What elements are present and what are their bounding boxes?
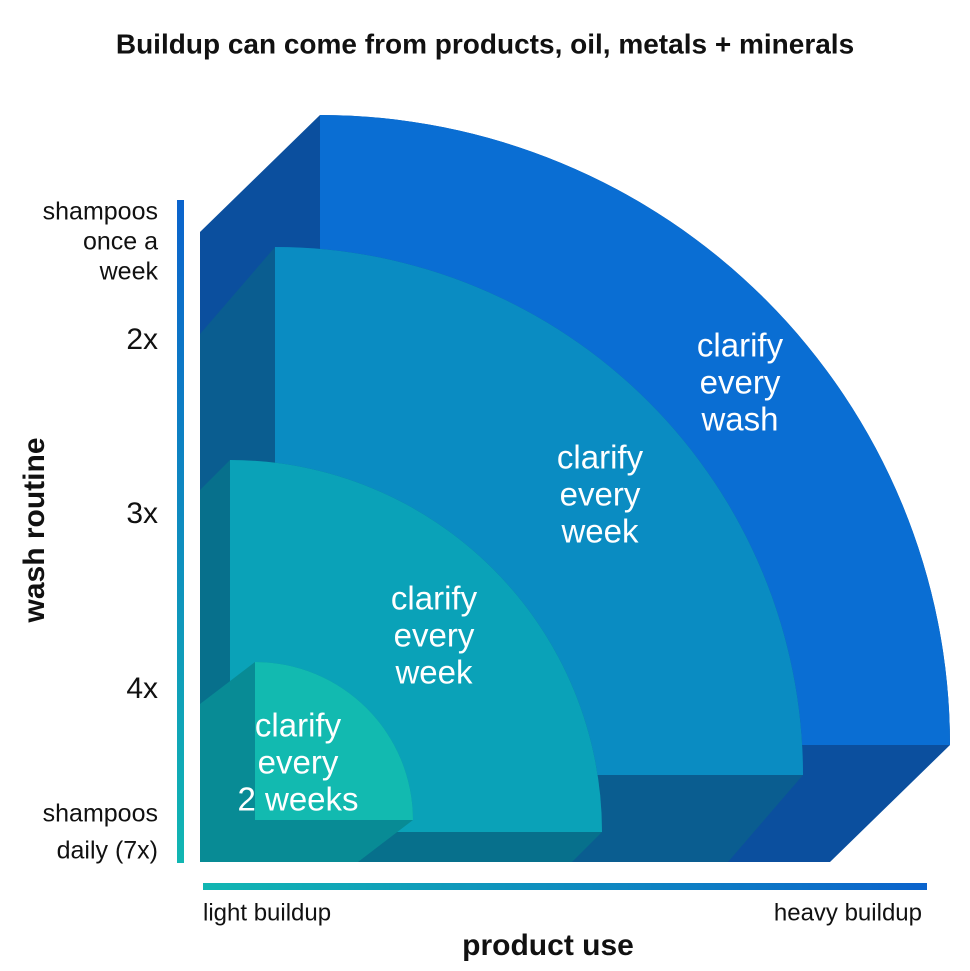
y-axis-title: wash routine	[18, 437, 51, 623]
y-label: shampoos	[43, 800, 158, 828]
title: Buildup can come from products, oil, met…	[116, 28, 854, 59]
layer-label: every	[560, 476, 641, 513]
y-label: once a	[83, 228, 158, 256]
layer-label: week	[394, 654, 473, 691]
y-label: shampoos	[43, 198, 158, 226]
layer-label: every	[700, 364, 781, 401]
layer-face	[255, 662, 413, 820]
layer-label: clarify	[557, 439, 644, 476]
y-axis-bar	[177, 200, 184, 863]
layer-label: 2 weeks	[237, 781, 358, 818]
layer-label: clarify	[391, 580, 478, 617]
layer-label: every	[394, 617, 475, 654]
x-axis-title: product use	[462, 929, 634, 962]
x-axis-end: heavy buildup	[774, 899, 922, 926]
layer-label: clarify	[255, 707, 342, 744]
y-label: daily (7x)	[57, 837, 158, 865]
y-label: 3x	[126, 497, 158, 530]
layer-label: wash	[700, 401, 778, 438]
y-label: 4x	[126, 672, 158, 705]
layer-label: clarify	[697, 327, 784, 364]
layer-label: week	[560, 513, 639, 550]
layers: clarifyeverywashclarifyeveryweekclarifye…	[200, 115, 950, 862]
x-axis-start: light buildup	[203, 899, 331, 926]
y-label: 2x	[126, 323, 158, 356]
y-label: week	[99, 258, 159, 286]
layer-label: every	[258, 744, 339, 781]
x-axis-bar	[203, 883, 927, 890]
